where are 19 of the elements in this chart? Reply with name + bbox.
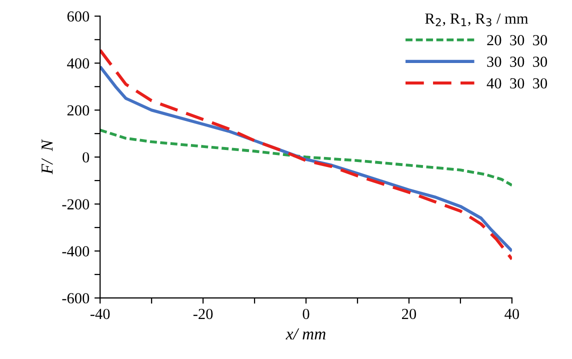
x-tick-label: 40 <box>504 308 519 320</box>
y-tick-label: -200 <box>62 199 90 210</box>
y-tick-label: 600 <box>67 11 90 22</box>
line-series <box>100 128 512 187</box>
x-axis-title: x/ mm <box>286 328 326 340</box>
legend-title: R$_{2}$, R$_{1}$, R$_{3}$ / mm <box>425 14 528 26</box>
y-tick-label: 0 <box>82 152 90 163</box>
y-axis-title: F/ N <box>42 139 53 174</box>
x-tick-label: 0 <box>302 308 310 320</box>
legend-label: 20 30 30 <box>487 35 548 46</box>
legend-label: 30 30 30 <box>487 56 548 67</box>
y-tick-label: 200 <box>67 105 90 116</box>
y-tick-label: 400 <box>67 58 90 69</box>
x-tick-label: -40 <box>90 308 110 320</box>
x-tick-label: -20 <box>193 308 213 320</box>
y-tick-label: -600 <box>62 293 90 304</box>
y-tick-label: -400 <box>62 246 90 256</box>
legend-label: 40 30 30 <box>486 78 548 89</box>
x-tick-label: 20 <box>402 308 416 320</box>
